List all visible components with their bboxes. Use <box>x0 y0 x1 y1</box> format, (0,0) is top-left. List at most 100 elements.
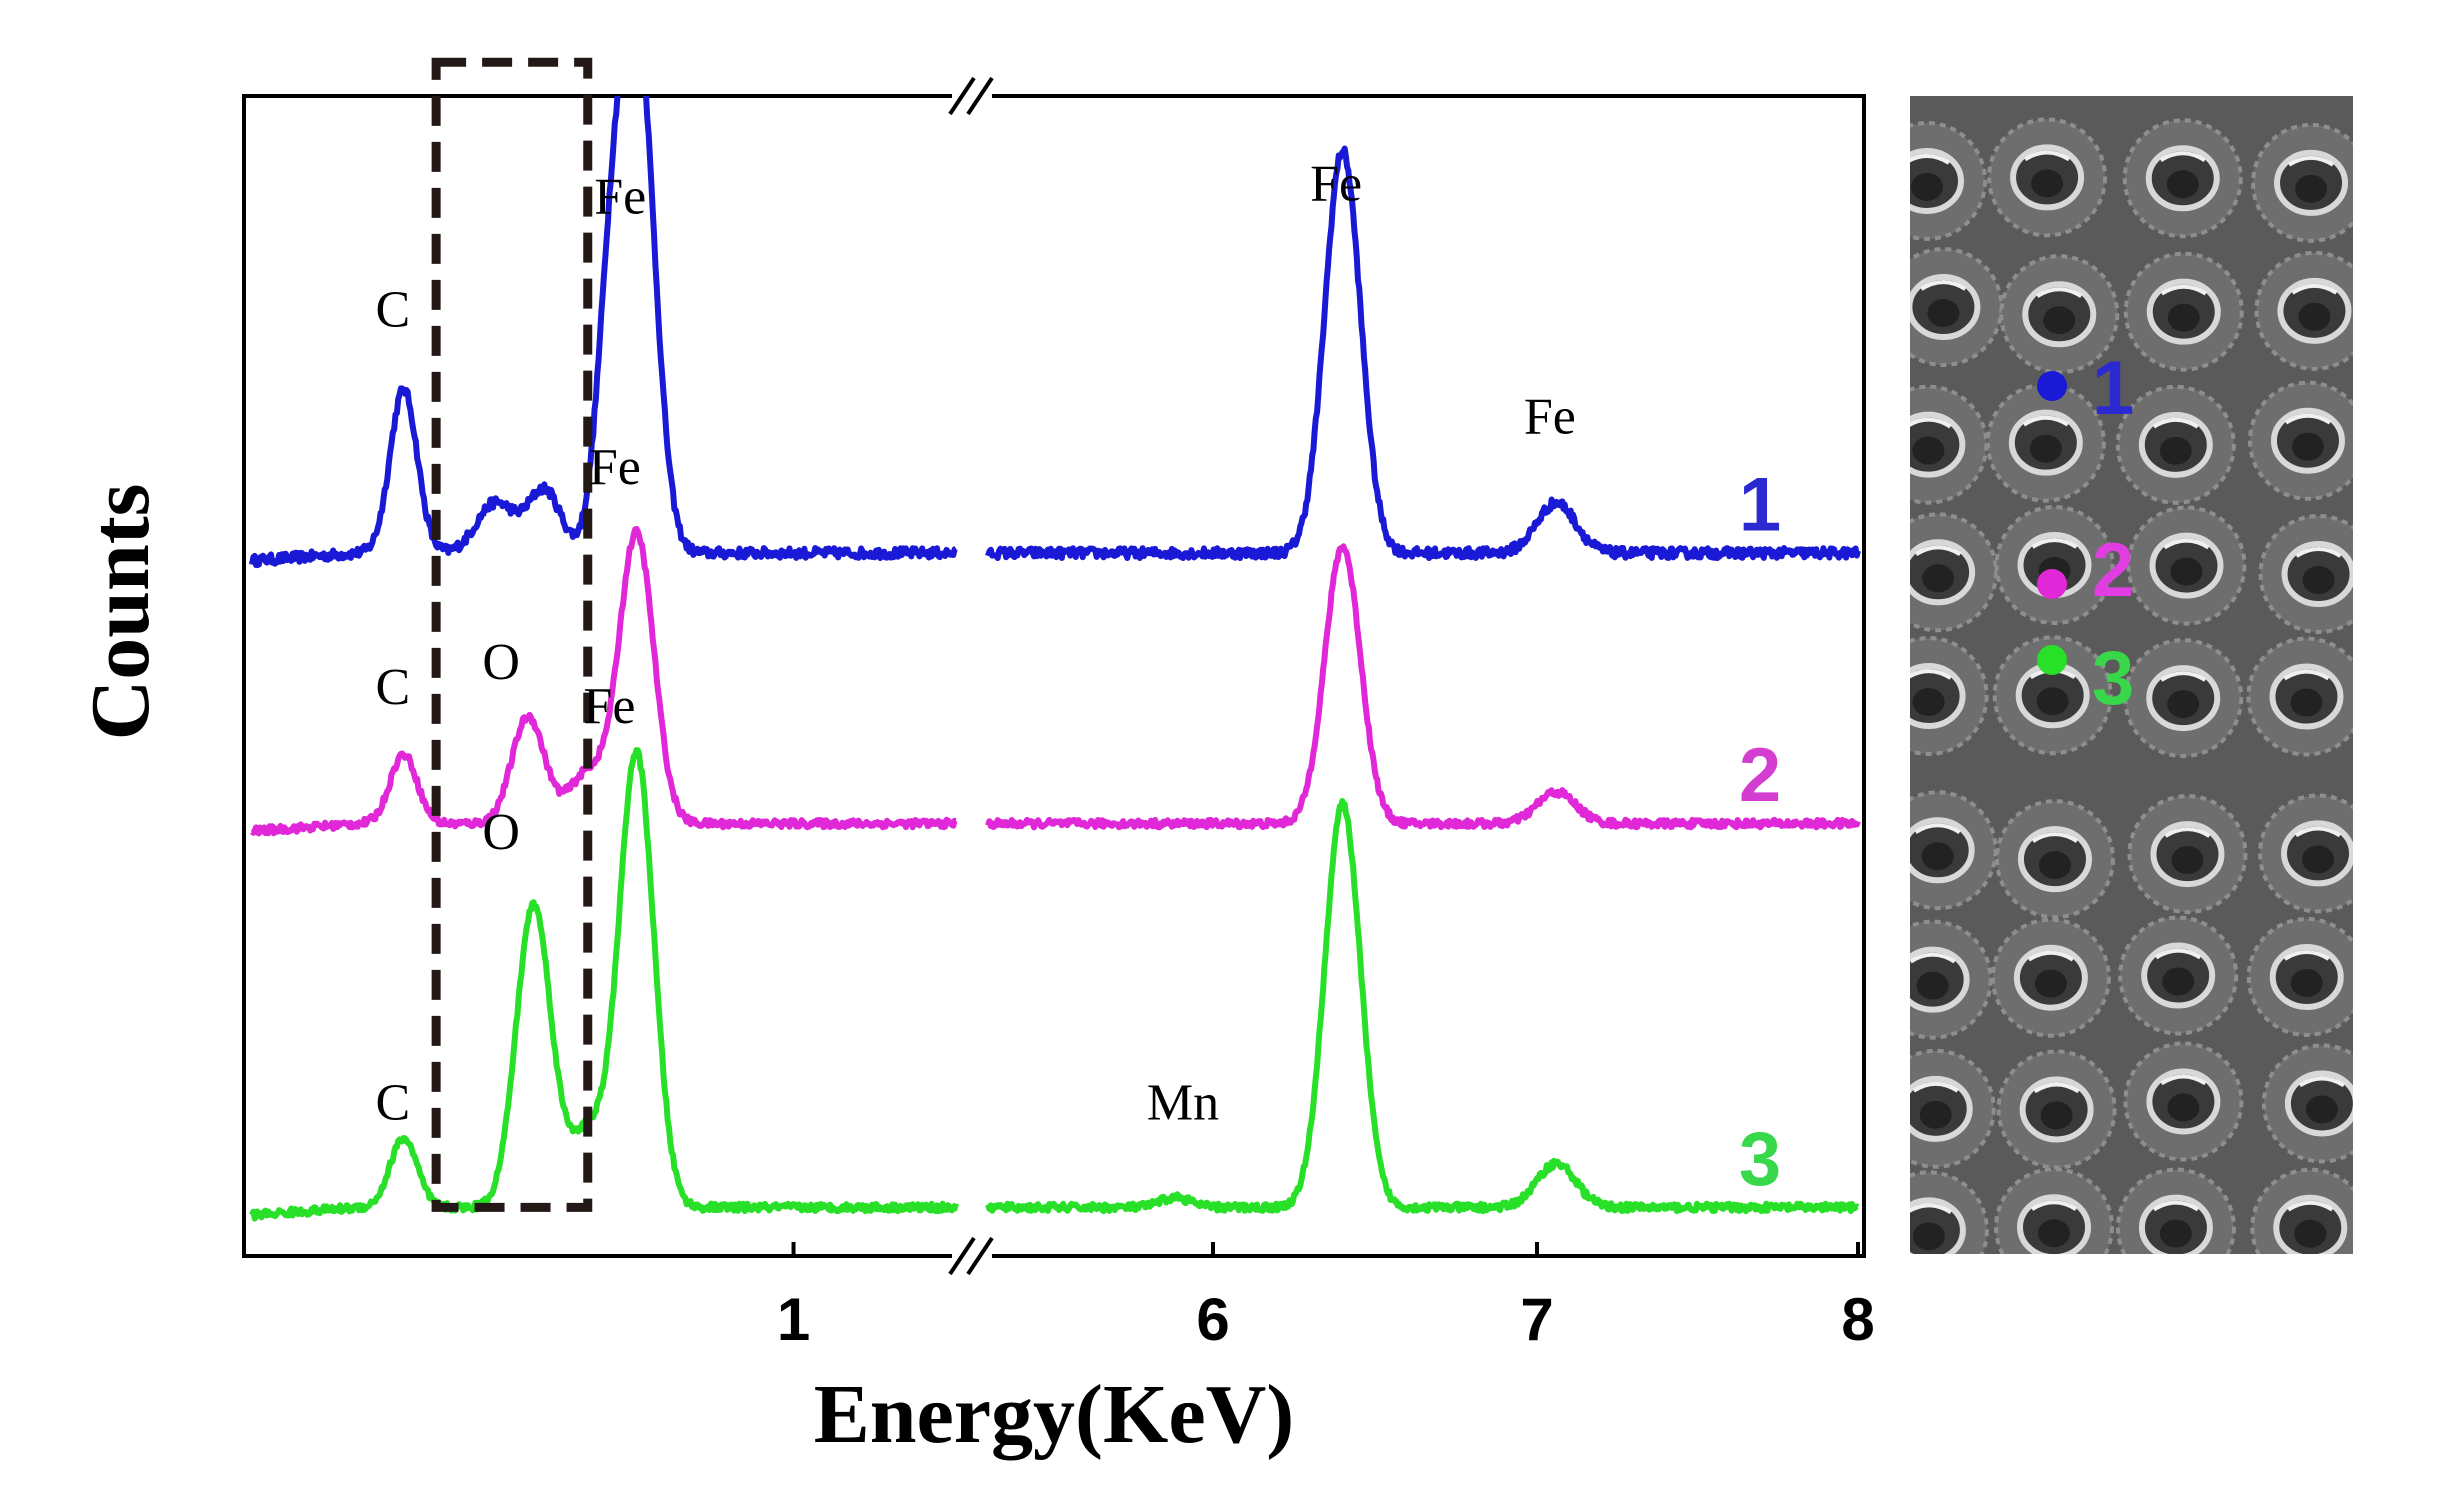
series-labels: 1 2 3 <box>1739 462 1781 1201</box>
series-3-line-seg1 <box>249 747 959 1222</box>
sem-crater-highlight <box>2283 949 2330 961</box>
x-tick-label-8: 8 <box>1841 1286 1874 1353</box>
sem-crater-highlight <box>2036 287 2083 298</box>
x-tick-label-7: 7 <box>1520 1286 1553 1353</box>
sem-crater-pit <box>2302 845 2335 874</box>
sem-crater-pit <box>1912 1222 1945 1251</box>
sem-crater-highlight <box>2152 417 2199 429</box>
sem-crater-pit <box>2291 432 2324 461</box>
sem-crater-highlight <box>1914 823 1961 834</box>
sem-crater-pit <box>2302 566 2335 595</box>
peak-label-fe: Fe <box>1524 388 1576 445</box>
sem-crater-highlight <box>2294 826 2342 838</box>
x-axis-title: Energy(KeV) <box>814 1368 1295 1461</box>
sem-crater-pit <box>2294 1219 2327 1248</box>
peak-label-fe: Fe <box>583 678 635 735</box>
peak-annotations: Fe C Fe Fe Fe O C Fe O C Mn <box>375 156 1575 1132</box>
sem-texture <box>1910 117 2353 1254</box>
sem-crater-pit <box>2034 969 2067 998</box>
sem-crater-highlight <box>2291 283 2338 295</box>
sem-crater-highlight <box>1910 952 1956 964</box>
sem-crater-pit <box>2170 557 2203 586</box>
peak-label-c: C <box>375 659 410 716</box>
series-1-line-seg1 <box>249 96 958 569</box>
series-2-line-seg2 <box>985 543 1861 831</box>
break-slash <box>966 76 994 116</box>
sem-crater-highlight <box>1915 545 1962 557</box>
sem-point-dot-2 <box>2037 569 2067 599</box>
sem-crater-highlight <box>1910 669 1952 680</box>
sem-crater-highlight <box>2160 1074 2207 1086</box>
sem-crater-pit <box>2290 968 2323 997</box>
sem-crater-pit <box>2167 690 2200 719</box>
peak-label-fe: Fe <box>1310 156 1362 213</box>
sem-crater-highlight <box>2030 1200 2078 1211</box>
sem-crater-highlight <box>2024 150 2071 162</box>
sem-crater-highlight <box>2295 547 2342 558</box>
sem-point-dot-3 <box>2037 645 2067 675</box>
sem-crater-highlight <box>1910 153 1951 165</box>
peak-label-fe: Fe <box>594 168 646 225</box>
sem-point-markers: 1 2 3 <box>2037 346 2134 721</box>
sem-point-label-2: 2 <box>2092 528 2134 613</box>
sem-crater-pit <box>2171 846 2204 875</box>
sem-crater-highlight <box>2022 415 2069 427</box>
sem-crater-highlight <box>2284 413 2332 425</box>
sem-crater-highlight <box>2283 669 2330 681</box>
highlight-box <box>431 57 593 1212</box>
sem-crater-highlight <box>2163 538 2210 550</box>
sem-point-label-3: 3 <box>2092 636 2134 721</box>
x-tick-label-6: 6 <box>1196 1286 1229 1353</box>
sem-crater-pit <box>2159 436 2192 465</box>
sem-image-panel: 1 2 3 <box>1910 96 2353 1254</box>
series-3-line-seg2 <box>985 798 1860 1215</box>
peak-label-c: C <box>375 282 410 339</box>
highlight-layer <box>431 57 593 1212</box>
break-slash <box>966 1236 994 1276</box>
series-1 <box>249 96 1861 569</box>
sem-crater-highlight <box>2155 948 2202 960</box>
sem-crater-pit <box>2162 967 2195 996</box>
sem-crater-pit <box>2290 688 2323 717</box>
sem-crater-pit <box>1912 688 1945 717</box>
x-tick-label-1: 1 <box>777 1286 810 1353</box>
sem-crater-pit <box>2040 1101 2073 1130</box>
axis-break <box>948 76 994 1276</box>
peak-label-c: C <box>375 1074 410 1131</box>
sem-crater-highlight <box>2160 671 2207 682</box>
sem-crater-pit <box>1916 971 1949 1000</box>
sem-crater-pit <box>1912 436 1945 465</box>
sem-crater-highlight <box>2160 284 2207 296</box>
sem-crater-pit <box>1921 842 1954 871</box>
sem-crater-pit <box>1927 299 1960 328</box>
sem-crater-pit <box>2038 1219 2071 1248</box>
break-slash <box>948 76 976 116</box>
series-2-line-seg1 <box>250 526 958 837</box>
sem-crater-highlight <box>2159 151 2206 162</box>
series-label-2: 2 <box>1739 733 1781 818</box>
sem-crater-pit <box>2038 851 2071 880</box>
peak-label-mn: Mn <box>1147 1074 1219 1131</box>
sem-crater-pit <box>2295 174 2328 203</box>
sem-crater-pit <box>2305 1095 2338 1124</box>
series-2 <box>250 526 1861 837</box>
sem-crater-highlight <box>2033 1082 2080 1094</box>
sem-crater-highlight <box>1910 1203 1952 1215</box>
y-axis-title: Counts <box>74 484 167 741</box>
sem-crater-pit <box>2167 303 2200 332</box>
series-label-1: 1 <box>1739 462 1781 547</box>
series-label-3: 3 <box>1739 1117 1781 1202</box>
sem-crater-pit <box>1911 172 1944 201</box>
sem-point-dot-1 <box>2037 371 2067 401</box>
sem-crater-highlight <box>1920 280 1967 291</box>
break-slash <box>948 1236 976 1276</box>
sem-crater-highlight <box>1910 417 1952 429</box>
sem-crater-pit <box>2166 170 2199 199</box>
sem-crater-pit <box>2043 306 2076 335</box>
sem-crater-pit <box>2036 687 2069 716</box>
peak-label-o: O <box>482 804 520 861</box>
sem-crater-highlight <box>2287 1200 2334 1212</box>
